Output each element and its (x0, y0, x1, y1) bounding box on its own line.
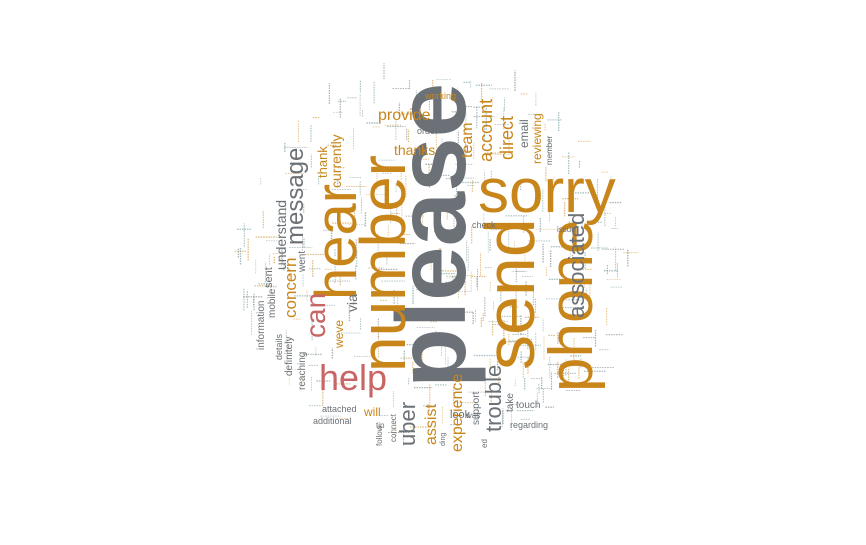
word-check: check (472, 220, 496, 230)
word-working: working (424, 91, 456, 101)
word-attached: attached (322, 404, 357, 414)
word-team: team (459, 122, 476, 158)
word-via: via (344, 294, 360, 312)
word-associated: associated (564, 213, 589, 318)
word-message: message (282, 148, 309, 245)
word-mobile: mobile (267, 288, 278, 318)
word-please: please (376, 83, 486, 388)
word-currently: currently (328, 134, 344, 188)
word-touch: touch (516, 400, 540, 411)
word-sorry: sorry (478, 157, 616, 226)
word-order: order (417, 126, 438, 136)
word-understand: understand (273, 200, 289, 270)
word-follow: follow (375, 425, 384, 446)
word-thanks: thanks (394, 142, 435, 158)
word-reviewing: reviewing (530, 113, 544, 164)
word-send: send (471, 218, 549, 370)
word-concern: concern (281, 258, 300, 318)
word-help: help (319, 357, 387, 398)
word-ding: ding (440, 433, 447, 446)
word-experience: experience (449, 374, 466, 452)
word-information: information (256, 301, 267, 350)
word-connect: connect (389, 413, 398, 442)
word-details: details (274, 333, 284, 360)
filler-words (234, 63, 639, 446)
word-regarding: regarding (510, 420, 548, 430)
word-was: was (465, 411, 480, 420)
word-weve: weve (332, 320, 346, 349)
word-hear: hear (304, 184, 369, 300)
word-provide: provide (378, 107, 431, 124)
word-will: will (363, 405, 381, 419)
word-definitely: definitely (284, 337, 295, 376)
word-uber: uber (395, 402, 420, 446)
word-email: email (517, 119, 531, 148)
word-direct: direct (497, 116, 517, 160)
word-member: member (545, 135, 554, 165)
word-can: can (300, 293, 331, 338)
word-support: support (471, 391, 482, 425)
word-sent: sent (263, 267, 275, 288)
word-thank: thank (315, 146, 330, 178)
word-reaching: reaching (297, 352, 308, 390)
word-went: went (297, 251, 308, 273)
word-additional: additional (313, 416, 352, 426)
word-ed: ed (480, 439, 489, 448)
word-phone: phone (537, 220, 606, 392)
word-take: take (505, 393, 516, 412)
word-trouble: trouble (481, 365, 506, 432)
word-number: number (347, 155, 419, 372)
word-assist: assist (423, 404, 440, 445)
word-look: look (450, 409, 471, 421)
word-account: account (476, 99, 496, 162)
word-issue: issue (557, 225, 576, 234)
word-tip: tip (376, 421, 385, 430)
